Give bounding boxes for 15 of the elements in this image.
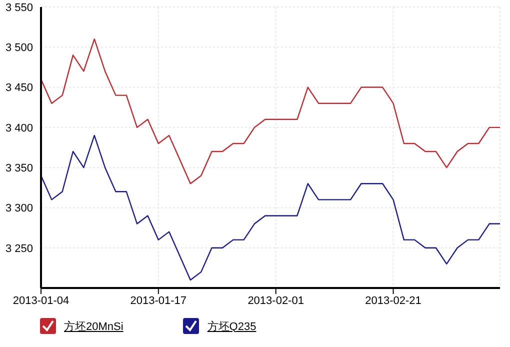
y-tick-label: 3 300 xyxy=(5,202,33,215)
y-tick-label: 3 350 xyxy=(5,162,33,174)
legend-label: 方坯20MnSi xyxy=(64,320,124,334)
legend-label: 方坯Q235 xyxy=(207,320,256,334)
y-tick-label: 3 400 xyxy=(5,122,33,134)
x-tick-label: 2013-01-17 xyxy=(130,294,187,307)
y-tick-label: 3 250 xyxy=(5,242,33,255)
y-tick-label: 3 500 xyxy=(5,42,33,54)
line-series xyxy=(41,38,500,184)
x-tick-label: 2013-02-21 xyxy=(365,294,422,307)
y-tick-label: 3 550 xyxy=(5,2,33,14)
line-series xyxy=(41,134,500,281)
x-tick-label: 2013-02-01 xyxy=(248,294,304,307)
x-tick-label: 2013-01-04 xyxy=(12,294,70,307)
y-tick-label: 3 450 xyxy=(5,82,33,94)
